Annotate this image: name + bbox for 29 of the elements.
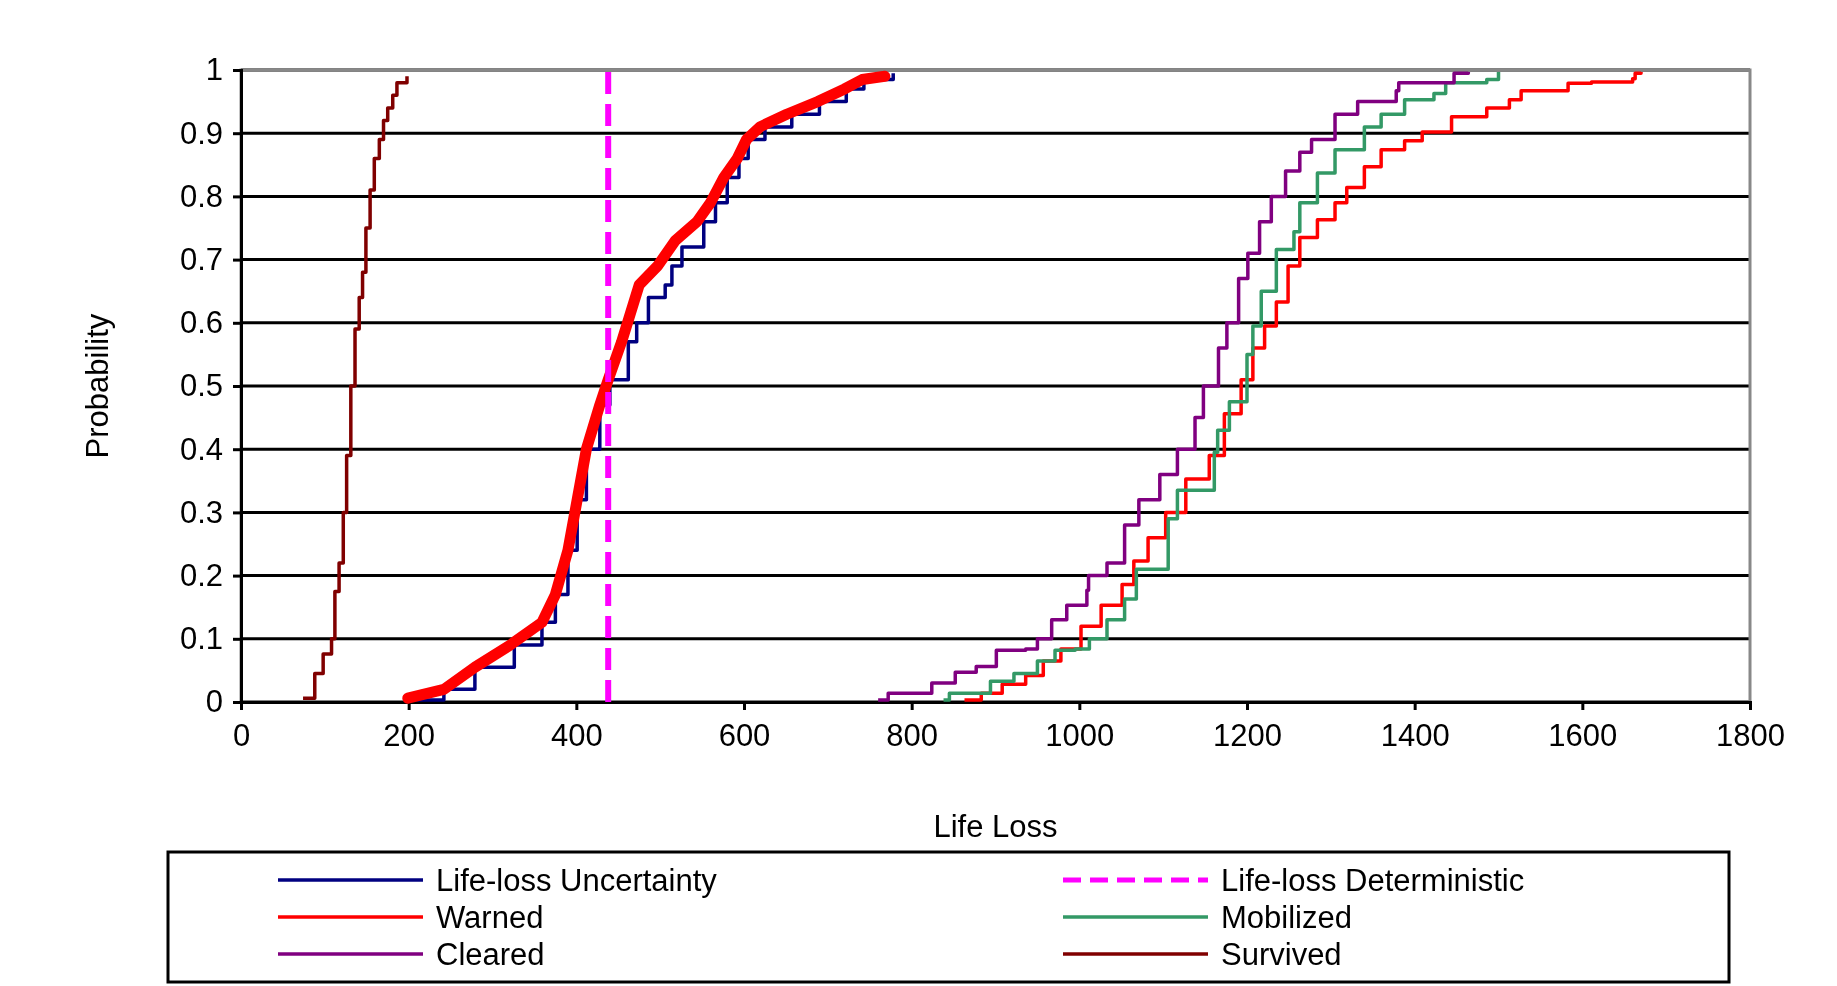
y-tick-label: 1 [205,52,223,88]
y-tick-label: 0.9 [179,115,223,151]
legend-label: Cleared [436,937,545,972]
legend-label: Warned [436,900,544,935]
y-tick-label: 0.1 [179,621,223,657]
x-tick-label: 1600 [1548,718,1618,754]
x-tick-label: 200 [383,718,436,754]
x-tick-label: 0 [232,718,251,754]
legend-label: Mobilized [1221,900,1352,935]
legend-label: Life-loss Deterministic [1221,863,1525,898]
x-axis-title: Life Loss [933,809,1058,844]
x-tick-label: 800 [886,718,939,754]
x-tick-label: 1800 [1716,718,1785,754]
y-axis-title: Probability [80,313,115,459]
x-tick-label: 1400 [1380,718,1450,754]
y-tick-label: 0.6 [179,305,223,341]
y-tick-label: 0.2 [179,558,223,594]
y-tick-label: 0.7 [179,242,223,278]
x-tick-label: 1000 [1045,718,1115,754]
y-tick-label: 0.5 [179,368,223,404]
y-tick-label: 0.4 [179,431,223,467]
x-tick-label: 1200 [1213,718,1282,754]
x-tick-label: 400 [550,718,603,754]
x-tick-label: 600 [718,718,771,754]
legend-label: Survived [1221,937,1342,972]
legend-label: Life-loss Uncertainty [436,863,718,898]
y-tick-label: 0.8 [179,178,223,214]
y-tick-label: 0.3 [179,494,223,530]
y-tick-label: 0 [205,684,223,720]
